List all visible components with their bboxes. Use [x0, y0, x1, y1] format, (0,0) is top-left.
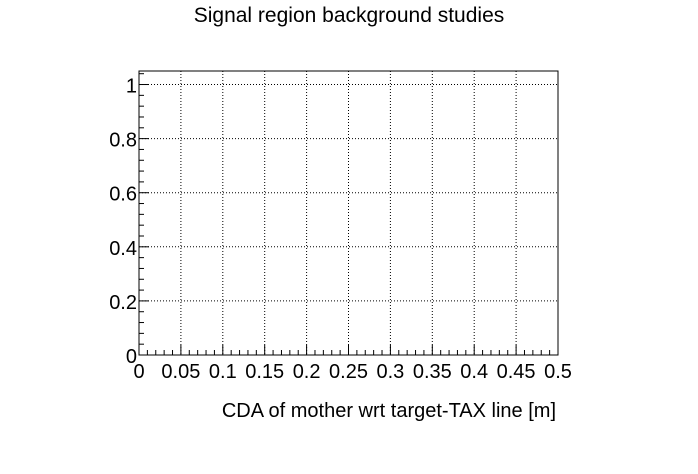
y-tick-label: 0.4	[109, 238, 137, 260]
x-axis-label: CDA of mother wrt target-TAX line [m]	[222, 400, 556, 422]
y-tick-label: 0.2	[109, 292, 137, 314]
x-tick-label: 0.15	[245, 361, 284, 383]
plot-frame	[138, 70, 559, 356]
x-tick-label: 0.1	[209, 361, 237, 383]
x-tick-label: 0.35	[413, 361, 452, 383]
y-tick-label: 1	[126, 76, 137, 98]
y-tick-label: 0.8	[109, 130, 137, 152]
chart-title: Signal region background studies	[193, 4, 505, 27]
grid-layer	[139, 71, 558, 355]
x-tick-label: 0.45	[497, 361, 536, 383]
y-tick-label: 0.6	[109, 184, 137, 206]
x-tick-label: 0.4	[460, 361, 488, 383]
x-tick-label: 0.3	[376, 361, 404, 383]
minor-ticks-layer	[139, 73, 551, 355]
x-tick-label: 0.2	[293, 361, 321, 383]
x-tick-label: 0	[133, 361, 144, 383]
y-tick-labels: 0 0.2 0.4 0.6 0.8 1	[109, 76, 137, 368]
x-tick-label: 0.5	[544, 361, 572, 383]
x-tick-labels: 0 0.05 0.1 0.15 0.2 0.25 0.3 0.35 0.4 0.45 0.5	[133, 361, 571, 383]
y-tick-label: 0	[126, 346, 137, 368]
x-tick-label: 0.05	[161, 361, 200, 383]
x-tick-label: 0.25	[329, 361, 368, 383]
